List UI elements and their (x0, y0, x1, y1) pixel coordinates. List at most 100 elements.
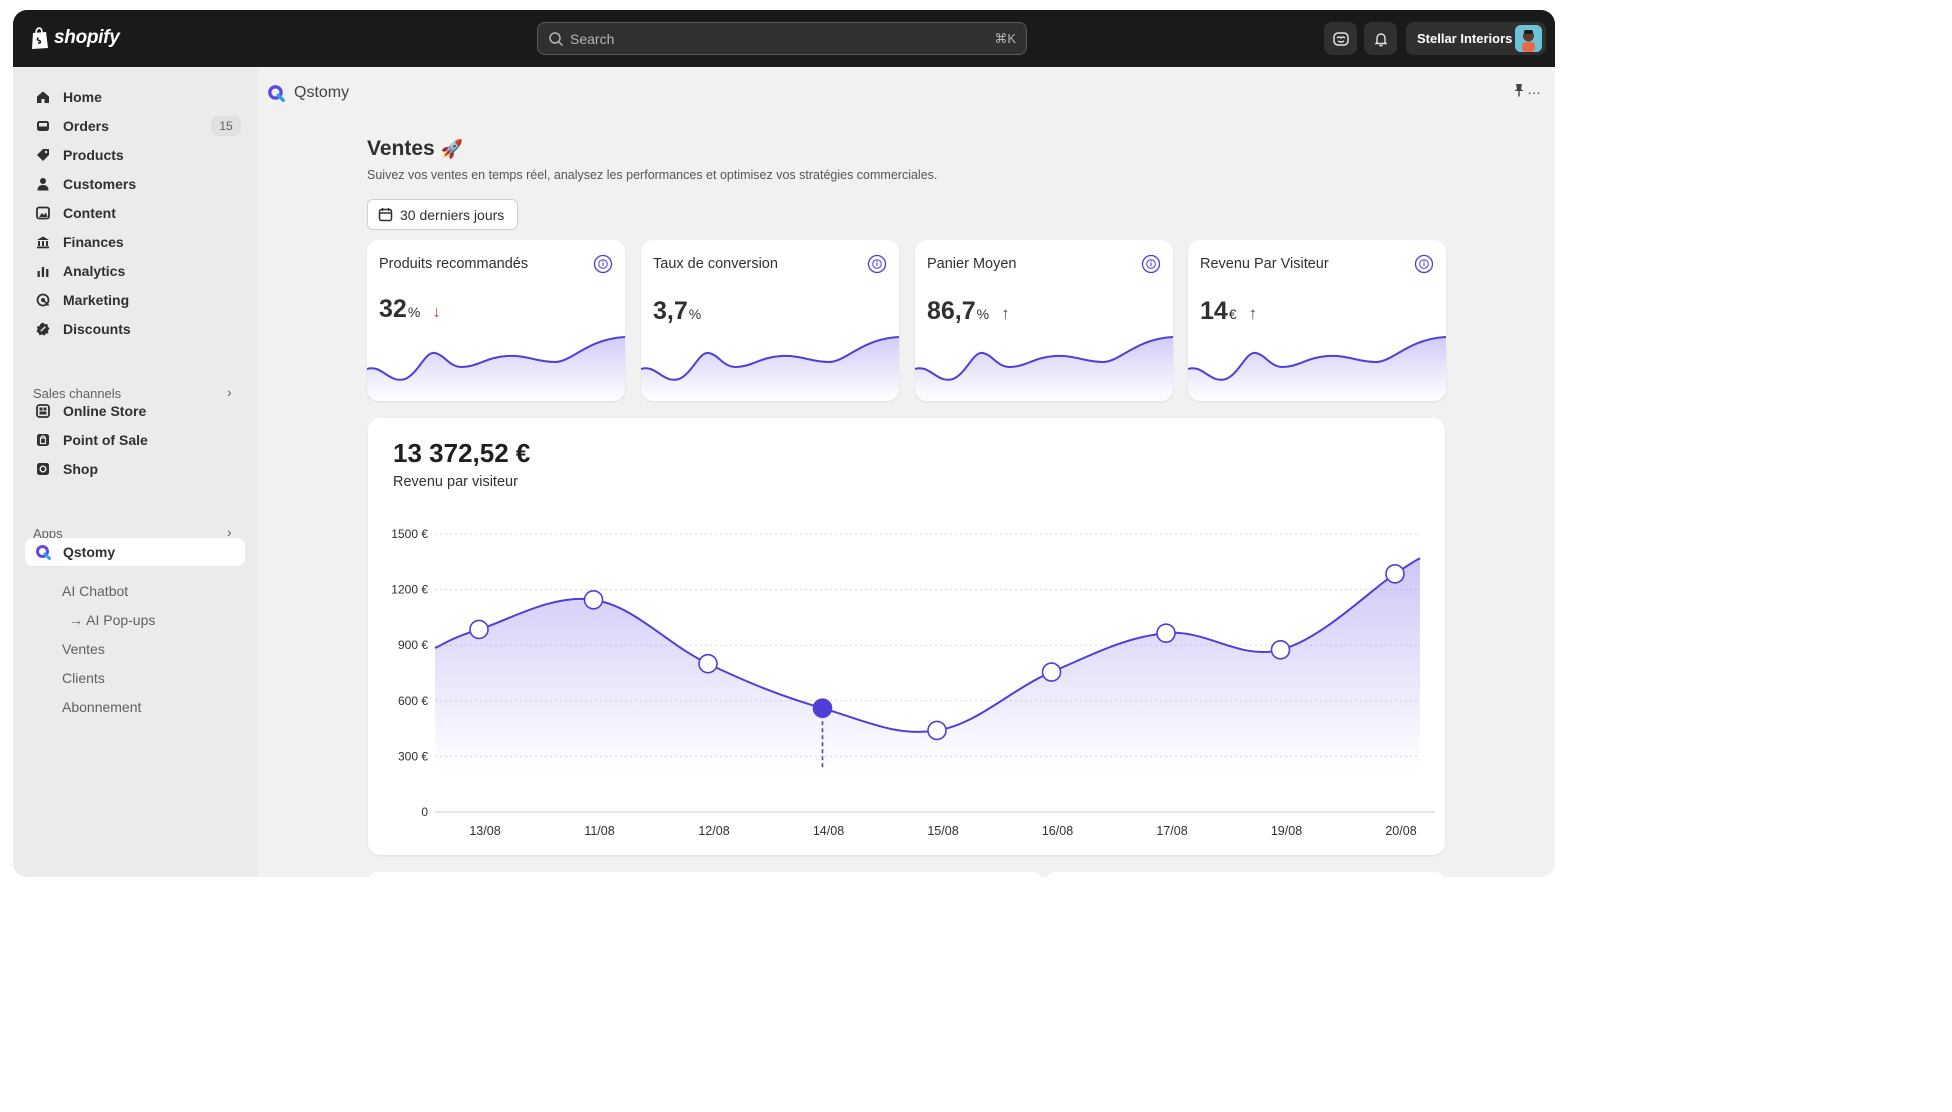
bottom-card-right (1046, 872, 1445, 877)
arrow-down-icon: ↓ (432, 302, 441, 321)
app-title: Qstomy (294, 84, 350, 101)
calendar-icon (378, 208, 393, 222)
info-icon[interactable] (867, 254, 887, 274)
kpi-title: Taux de conversion (653, 256, 778, 272)
sidebar-item-analytics[interactable]: Analytics (25, 257, 245, 285)
sidebar-item-discounts[interactable]: Discounts (25, 315, 245, 343)
sidebar-item-home[interactable]: Home (25, 83, 245, 111)
sidebar-item-point-of-sale[interactable]: Point of Sale (25, 426, 245, 454)
kpi-number: 3,7 (653, 297, 688, 325)
sidebar-item-content[interactable]: Content (25, 199, 245, 227)
sidebar-item-label: Point of Sale (63, 432, 148, 448)
y-tick-label: 1500 € (391, 527, 428, 541)
kpi-title: Revenu Par Visiteur (1200, 256, 1329, 272)
qstomy-logo-icon (35, 544, 51, 560)
data-point (583, 589, 604, 610)
highlighted-data-point (812, 698, 833, 719)
revenue-area-chart[interactable]: 0 300 € 600 € 900 € 1200 € 1500 € 13/08 11/08 12… (368, 418, 1445, 855)
app-window: shopify Search ⌘K Stellar Interiors (13, 10, 1555, 877)
discount-icon (35, 321, 51, 337)
y-tick-label: 1200 € (391, 583, 428, 597)
page-title: Ventes 🚀 (367, 137, 463, 161)
apps-heading[interactable]: Apps (33, 526, 63, 541)
pin-icon[interactable] (1513, 83, 1525, 100)
sidebar-item-marketing[interactable]: Marketing (25, 286, 245, 314)
date-range-label: 30 derniers jours (400, 206, 505, 223)
shop-icon (35, 461, 51, 477)
store-name: Stellar Interiors (1417, 31, 1513, 46)
search-icon (549, 31, 564, 46)
sidebar-item-products[interactable]: Products (25, 141, 245, 169)
more-actions-icon[interactable]: … (1527, 81, 1541, 97)
sidebar-item-label: Home (63, 89, 102, 105)
kpi-card-taux-de-conversion: Taux de conversion 3,7 % (641, 240, 899, 401)
tag-icon (35, 147, 51, 163)
kpi-number: 32 (379, 295, 407, 323)
sidebar-subitem-clients[interactable]: Clients (62, 670, 105, 686)
sidebar-item-customers[interactable]: Customers (25, 170, 245, 198)
kpi-unit: % (407, 304, 421, 320)
x-tick-label: 17/08 (1156, 824, 1187, 838)
bottom-card-left (368, 872, 1043, 877)
image-icon (35, 205, 51, 221)
sidebar-item-label: Products (63, 147, 124, 163)
y-tick-label: 600 € (398, 694, 428, 708)
kpi-card-panier-moyen: Panier Moyen 86,7 % ↑ (915, 240, 1173, 401)
data-point (698, 653, 718, 674)
target-icon (35, 292, 51, 308)
chevron-right-icon[interactable]: › (227, 524, 232, 540)
sidebar-item-orders[interactable]: Orders 15 (25, 112, 245, 140)
sidebar-item-label: Orders (63, 118, 109, 134)
search-input[interactable]: Search ⌘K (537, 22, 1027, 55)
sidebar-item-finances[interactable]: Finances (25, 228, 245, 256)
sidebar-subitem-abonnement[interactable]: Abonnement (62, 699, 142, 715)
data-point (1385, 564, 1405, 584)
revenue-chart-card: 13 372,52 € Revenu par visiteur 0 300 € 60… (368, 418, 1445, 855)
person-icon (35, 176, 51, 192)
data-point (469, 619, 489, 640)
sidekick-button[interactable] (1324, 22, 1357, 55)
notifications-button[interactable] (1364, 22, 1397, 55)
page-subtitle: Suivez vos ventes en temps réel, analyse… (367, 168, 938, 182)
info-icon[interactable] (1414, 254, 1434, 274)
revenue-label: Revenu par visiteur (393, 474, 518, 490)
app-header: Qstomy (267, 84, 349, 102)
data-point (1156, 623, 1176, 643)
avatar (1515, 25, 1542, 52)
sidebar-item-qstomy[interactable]: Qstomy (25, 538, 245, 566)
bar-chart-icon (35, 263, 51, 279)
sidebar-item-label: Customers (63, 176, 137, 192)
sidebar-item-shop[interactable]: Shop (25, 455, 245, 483)
y-tick-label: 300 € (398, 749, 428, 763)
qstomy-logo-icon (268, 85, 285, 102)
sidebar-subitem-ventes[interactable]: Ventes (62, 641, 105, 657)
sales-channels-heading[interactable]: Sales channels (33, 386, 122, 401)
sidebar-item-label: Analytics (63, 263, 126, 279)
x-tick-label: 14/08 (813, 824, 844, 838)
x-tick-label: 16/08 (1042, 824, 1073, 838)
sidebar-subitem-ai-popups[interactable]: → AI Pop-ups (69, 612, 156, 628)
store-menu-button[interactable]: Stellar Interiors (1406, 22, 1546, 55)
sidebar-item-label: Online Store (63, 403, 147, 419)
sidebar-subitem-ai-chatbot[interactable]: AI Chatbot (62, 583, 129, 599)
kpi-title: Panier Moyen (927, 256, 1017, 272)
orders-count-badge: 15 (211, 116, 241, 136)
kpi-unit: € (1228, 306, 1237, 322)
sidebar-item-label: Shop (63, 461, 98, 477)
sidekick-icon (1332, 31, 1349, 46)
brand-name: shopify (54, 27, 120, 48)
shopify-logo[interactable]: shopify (30, 26, 120, 50)
kpi-value: 86,7 % ↑ (927, 297, 1010, 326)
kpi-number: 14 (1200, 297, 1228, 325)
sparkline (367, 336, 625, 401)
data-point (927, 720, 947, 741)
info-icon[interactable] (593, 254, 613, 274)
sidebar-item-online-store[interactable]: Online Store (25, 397, 245, 425)
home-icon (35, 89, 51, 105)
date-range-button[interactable]: 30 derniers jours (367, 199, 518, 230)
x-tick-label: 11/08 (584, 824, 614, 838)
page-title-text: Ventes (367, 137, 435, 160)
chevron-right-icon[interactable]: › (227, 384, 232, 400)
data-point (1041, 662, 1062, 682)
info-icon[interactable] (1141, 254, 1161, 274)
